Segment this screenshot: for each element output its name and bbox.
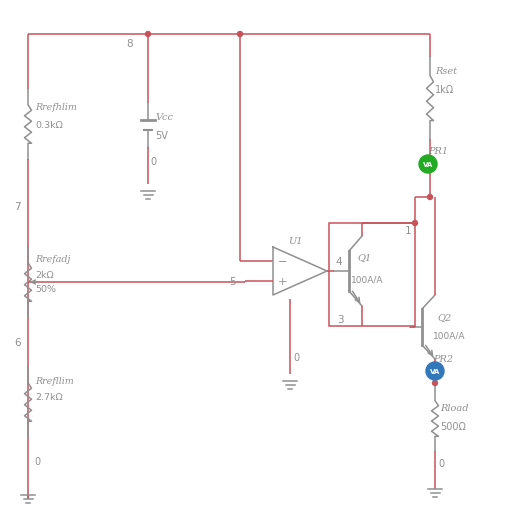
- Text: 100A/A: 100A/A: [433, 331, 465, 340]
- Text: 50%: 50%: [35, 285, 56, 294]
- Text: 1kΩ: 1kΩ: [435, 85, 454, 95]
- Text: Rrefadj: Rrefadj: [35, 255, 70, 264]
- Circle shape: [238, 33, 243, 38]
- Text: 4: 4: [335, 257, 342, 267]
- Circle shape: [427, 195, 432, 200]
- Text: 0: 0: [293, 352, 299, 362]
- Text: 100A/A: 100A/A: [351, 275, 384, 284]
- Text: Rload: Rload: [440, 404, 468, 413]
- Circle shape: [432, 381, 438, 386]
- Text: 0: 0: [438, 458, 444, 468]
- Text: Rrefhlim: Rrefhlim: [35, 103, 77, 112]
- Text: PR2: PR2: [433, 354, 453, 363]
- Text: 8: 8: [127, 39, 133, 49]
- Text: 500Ω: 500Ω: [440, 421, 466, 431]
- Circle shape: [419, 156, 437, 174]
- Text: 6: 6: [14, 337, 21, 347]
- Circle shape: [426, 362, 444, 380]
- Text: Q2: Q2: [437, 313, 451, 322]
- Bar: [329, 223, 415, 326]
- Text: 2kΩ: 2kΩ: [35, 271, 54, 280]
- Text: 7: 7: [14, 202, 21, 212]
- Text: PR1: PR1: [428, 147, 448, 156]
- Text: 0.3kΩ: 0.3kΩ: [35, 120, 63, 129]
- Circle shape: [146, 33, 150, 38]
- Text: 0: 0: [150, 157, 156, 166]
- Text: Vcc: Vcc: [155, 114, 173, 122]
- Text: 5: 5: [229, 276, 235, 287]
- Text: Q1: Q1: [357, 253, 371, 262]
- Text: 0: 0: [34, 456, 40, 466]
- Text: VA: VA: [423, 162, 433, 167]
- Text: 2.7kΩ: 2.7kΩ: [35, 393, 63, 402]
- Text: −: −: [278, 257, 287, 267]
- Text: Rrefllim: Rrefllim: [35, 376, 74, 385]
- Text: 3: 3: [337, 315, 344, 324]
- Text: 5V: 5V: [155, 131, 168, 140]
- Text: +: +: [278, 276, 287, 287]
- Text: VA: VA: [430, 369, 440, 374]
- Circle shape: [412, 221, 418, 226]
- Text: 1: 1: [404, 225, 411, 236]
- Text: U1: U1: [288, 237, 302, 246]
- Text: Rset: Rset: [435, 67, 457, 76]
